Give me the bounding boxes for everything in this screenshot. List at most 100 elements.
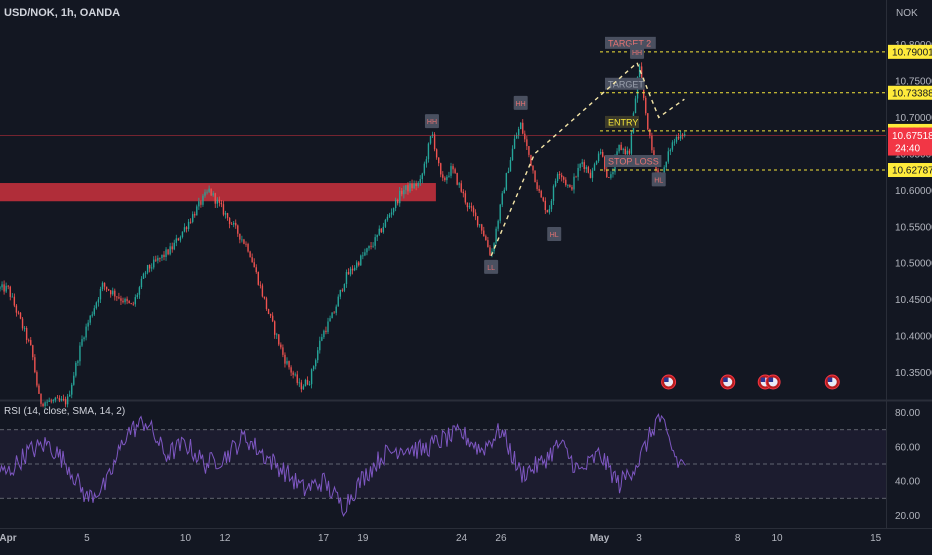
candle-body bbox=[526, 139, 528, 147]
candle-body bbox=[329, 318, 331, 322]
candle-body bbox=[220, 202, 223, 205]
candle-body bbox=[653, 150, 655, 159]
rsi-title: RSI (14, close, SMA, 14, 2) bbox=[4, 406, 125, 417]
event-flag-canton bbox=[768, 377, 774, 382]
candle-body bbox=[259, 284, 262, 286]
price-tick-label: 10.45000 bbox=[895, 295, 932, 306]
candle-body bbox=[36, 372, 38, 386]
candle-body bbox=[56, 397, 59, 399]
candle-body bbox=[319, 340, 321, 351]
candle-body bbox=[17, 312, 20, 314]
candle-body bbox=[591, 170, 594, 178]
candle-body bbox=[380, 228, 382, 233]
candle-body bbox=[15, 305, 18, 313]
candle-body bbox=[499, 204, 501, 221]
time-tick-label: 15 bbox=[870, 533, 882, 544]
candle-body bbox=[528, 146, 530, 155]
candle-body bbox=[95, 302, 98, 309]
level-price-tag-text: 10.73388 bbox=[892, 88, 932, 99]
candle-body bbox=[464, 193, 467, 203]
candle-body bbox=[21, 318, 24, 329]
symbol-title: USD/NOK, 1h, OANDA bbox=[4, 7, 120, 19]
candle-body bbox=[647, 113, 649, 130]
candle-body bbox=[577, 167, 579, 177]
pivot-label: HH bbox=[427, 119, 437, 126]
candle-body bbox=[97, 299, 100, 303]
candle-body bbox=[169, 246, 171, 255]
candle-body bbox=[325, 330, 327, 332]
candle-body bbox=[552, 186, 555, 201]
candle-body bbox=[255, 267, 257, 273]
candle-body bbox=[372, 245, 374, 247]
price-tick-label: 10.70000 bbox=[895, 113, 932, 124]
time-tick-label: 5 bbox=[84, 533, 90, 544]
candle-body bbox=[446, 176, 448, 181]
candle-body bbox=[495, 228, 497, 244]
candle-body bbox=[466, 202, 469, 208]
candle-body bbox=[370, 245, 372, 247]
candle-body bbox=[194, 214, 196, 216]
candle-body bbox=[189, 221, 192, 223]
candle-body bbox=[638, 66, 641, 78]
candle-body bbox=[280, 344, 282, 348]
candle-body bbox=[364, 252, 366, 256]
level-label-box bbox=[605, 155, 662, 168]
candle-body bbox=[376, 234, 378, 238]
candle-body bbox=[323, 330, 325, 338]
supply-zone-layer bbox=[0, 183, 436, 202]
rsi-line bbox=[0, 413, 686, 517]
current-price-tag bbox=[888, 127, 932, 156]
pivot-box bbox=[513, 95, 528, 110]
currency-label: NOK bbox=[896, 8, 918, 19]
candle-body bbox=[25, 328, 28, 340]
candle-body bbox=[202, 195, 204, 205]
candle-body bbox=[253, 262, 255, 268]
candle-body bbox=[622, 148, 624, 150]
candle-body bbox=[454, 169, 456, 173]
candle-body bbox=[548, 209, 551, 213]
candle-body bbox=[378, 228, 380, 235]
candle-body bbox=[546, 210, 549, 213]
time-tick-label: 24 bbox=[456, 533, 468, 544]
price-axis[interactable]: 10.8000010.7500010.7000010.6500010.60000… bbox=[888, 40, 932, 379]
candle-body bbox=[216, 199, 218, 204]
time-axis[interactable]: Apr 5 10 12 17 19 24 26 May 3 8 10 15 bbox=[0, 533, 882, 544]
candle-body bbox=[304, 379, 307, 387]
level-price-tag bbox=[888, 163, 932, 178]
current-price-tag-text: 10.67518 bbox=[892, 131, 932, 142]
candle-body bbox=[468, 206, 471, 208]
candle-body bbox=[522, 122, 524, 134]
candle-body bbox=[298, 382, 300, 384]
candle-body bbox=[142, 273, 145, 279]
candle-body bbox=[179, 237, 182, 241]
candle-body bbox=[38, 385, 40, 394]
candle-body bbox=[112, 290, 114, 295]
candle-body bbox=[294, 374, 296, 376]
candle-body bbox=[134, 297, 136, 305]
candle-body bbox=[673, 141, 676, 143]
candle-body bbox=[536, 182, 538, 189]
candle-body bbox=[567, 185, 569, 186]
time-tick-label: 12 bbox=[219, 533, 231, 544]
candle-body bbox=[103, 282, 106, 287]
event-flag-canton bbox=[760, 377, 766, 382]
candle-body bbox=[167, 249, 169, 255]
candle-body bbox=[44, 402, 46, 406]
candle-body bbox=[77, 361, 79, 363]
candle-body bbox=[509, 160, 512, 172]
candle-body bbox=[34, 357, 36, 373]
candle-body bbox=[300, 382, 303, 390]
candle-body bbox=[460, 183, 462, 192]
candle-body bbox=[573, 176, 575, 190]
candle-body bbox=[618, 144, 620, 152]
candle-body bbox=[71, 384, 73, 395]
candle-body bbox=[343, 283, 346, 291]
candle-body bbox=[157, 257, 159, 261]
candle-body bbox=[81, 339, 83, 346]
candle-body bbox=[310, 369, 313, 385]
candle-body bbox=[481, 224, 483, 231]
candle-body bbox=[243, 239, 245, 244]
candle-body bbox=[429, 136, 432, 144]
candle-body bbox=[263, 296, 266, 299]
